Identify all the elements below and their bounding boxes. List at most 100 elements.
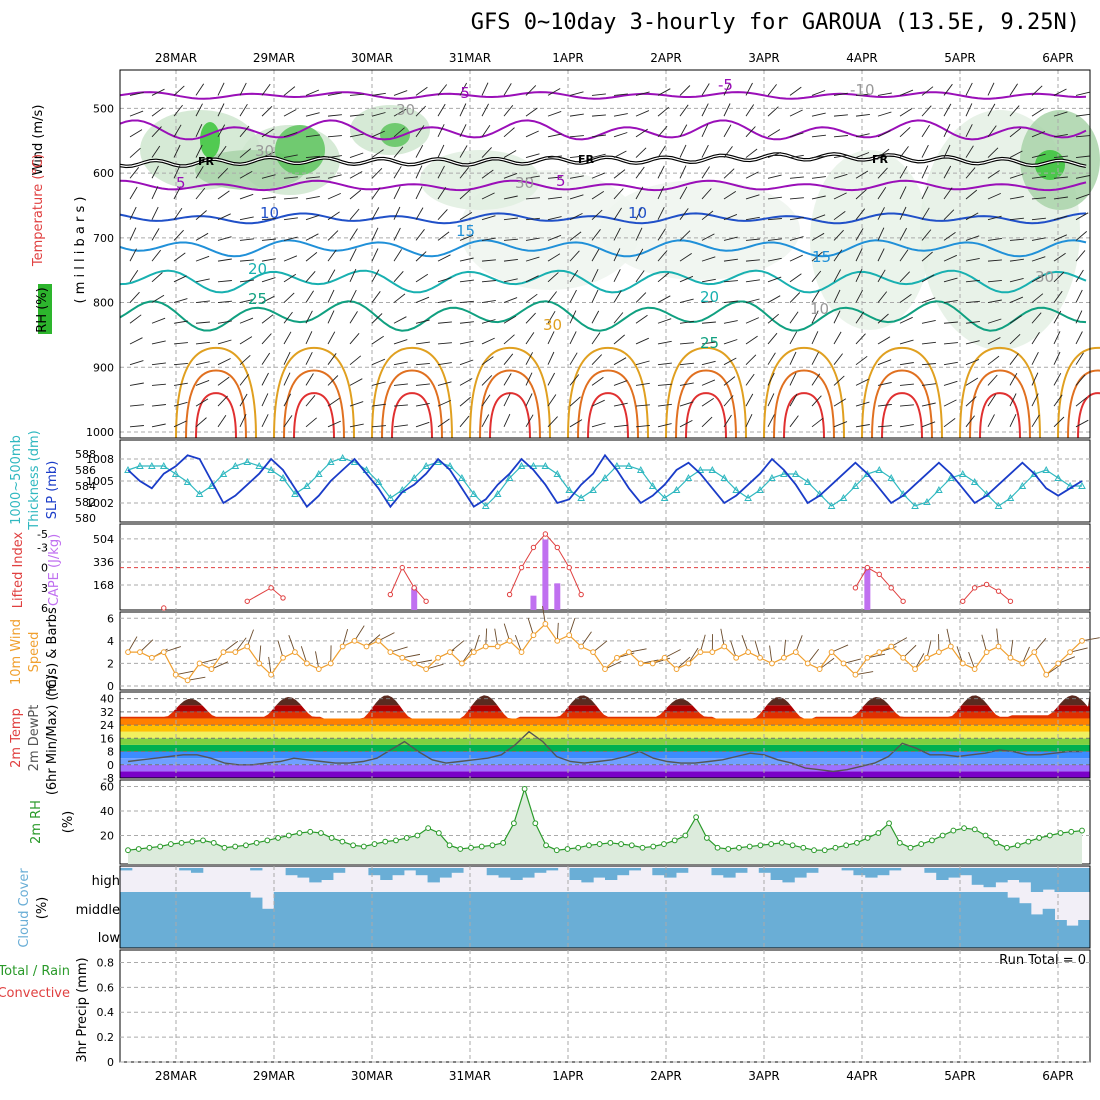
wind-barb: [745, 82, 753, 96]
wind-barb: [217, 167, 229, 179]
wind-barb: [855, 401, 870, 407]
wind-barb: [635, 110, 650, 117]
contour-label: 30: [255, 142, 274, 160]
thickness-point: [970, 477, 979, 485]
wind-barb: [679, 362, 694, 366]
wind-barb: [371, 112, 386, 117]
li-ytick: 3: [41, 582, 48, 595]
wind10-barb: [580, 631, 592, 647]
thickness-ytick: 582: [75, 496, 96, 509]
wind-barb: [811, 373, 821, 386]
wind-barb: [1053, 88, 1067, 96]
wind-barb: [547, 372, 555, 386]
wind-barb: [569, 113, 584, 117]
wind-barb: [261, 414, 269, 428]
cloud-high-bar: [711, 868, 724, 876]
wind-barb: [261, 372, 269, 386]
cape-bar: [864, 566, 871, 610]
wind10-point: [721, 643, 728, 650]
wind-barb: [1075, 155, 1090, 159]
wind-barb: [657, 206, 665, 220]
cloud-middle-bar: [865, 892, 878, 948]
wind-barb: [899, 249, 909, 262]
wind-barb: [943, 232, 956, 241]
rh-legend-swatch: [38, 284, 52, 334]
lifted-index-point: [960, 598, 966, 604]
wind-barb: [877, 248, 885, 262]
rh-shading: [600, 180, 800, 280]
wind-barb: [305, 373, 314, 386]
wind-barb: [789, 331, 798, 345]
upper-ytick: 1000: [86, 426, 114, 439]
wind-barb: [173, 298, 188, 303]
wind10-barb: [890, 637, 908, 647]
wind-barb: [261, 151, 275, 158]
wind10-point: [303, 660, 310, 667]
cloud-high-bar: [297, 868, 310, 878]
wind10-barb: [996, 628, 999, 647]
thickness-point: [1006, 493, 1015, 501]
wind-barb: [569, 352, 578, 365]
wind-barb: [525, 393, 533, 407]
lifted-index-point: [864, 564, 871, 571]
wind-barb: [525, 153, 540, 158]
wind-barb: [965, 320, 980, 324]
wind-barb: [943, 342, 958, 345]
wind-barb: [613, 248, 621, 262]
lifted-index-point: [423, 598, 429, 604]
wind-barb: [657, 250, 668, 262]
cloud-high-bar: [959, 868, 973, 876]
lifted-index-point: [888, 585, 894, 591]
cloud-middle-bar: [936, 892, 949, 948]
wind-barb: [943, 277, 958, 283]
wind10-point: [482, 643, 489, 650]
wind-barb: [217, 339, 232, 345]
wind-barb: [987, 192, 1001, 200]
cloud-high-bar: [924, 868, 937, 873]
wind-barb: [129, 129, 143, 138]
wind-barb: [481, 414, 490, 428]
dewpoint-line: [127, 730, 1082, 773]
temp2m-ytick: 8: [107, 746, 114, 759]
wind-barb: [943, 83, 953, 96]
wind-barb: [437, 209, 448, 220]
wind-barb: [789, 154, 804, 159]
wind-barb: [811, 155, 826, 159]
wind-barb: [723, 236, 738, 241]
rh2m-point: [939, 832, 946, 839]
cloud-frame: [119, 865, 1091, 949]
wind-barb: [877, 111, 892, 117]
cloud-middle-bar: [699, 892, 712, 948]
wind-barb: [613, 132, 628, 138]
cloud-high-bar: [841, 868, 854, 871]
wind-barb: [1009, 217, 1024, 221]
rh2m-point: [703, 835, 710, 841]
wind-barb: [657, 340, 672, 345]
wind-barb: [679, 230, 691, 241]
wind-barb: [811, 417, 824, 428]
wind-barb: [899, 404, 914, 407]
cloud-high-bar: [392, 868, 405, 876]
wind-barb: [547, 234, 562, 241]
wind-barb: [921, 105, 932, 117]
cloud-level-high: high: [92, 874, 120, 889]
wind10-point: [864, 654, 871, 661]
wind-barb: [327, 230, 339, 241]
wind-barb: [1075, 175, 1090, 179]
cloud-middle-bar: [143, 892, 156, 948]
wind-barb: [899, 108, 913, 117]
wind-barb: [745, 194, 760, 200]
wind-barb: [591, 354, 603, 365]
wind-barb: [261, 174, 276, 179]
wind-barb: [371, 358, 386, 366]
thickness-point: [231, 461, 240, 469]
wind-barb: [393, 383, 408, 386]
wind-barb: [789, 273, 802, 283]
upper-frame: [119, 69, 1091, 439]
cloud-middle-bar: [557, 892, 571, 948]
wind-barb: [393, 271, 404, 283]
wind-barb: [833, 421, 848, 428]
wind-barb: [767, 106, 779, 117]
wind-barb: [811, 214, 826, 221]
wind-barb: [217, 82, 225, 96]
